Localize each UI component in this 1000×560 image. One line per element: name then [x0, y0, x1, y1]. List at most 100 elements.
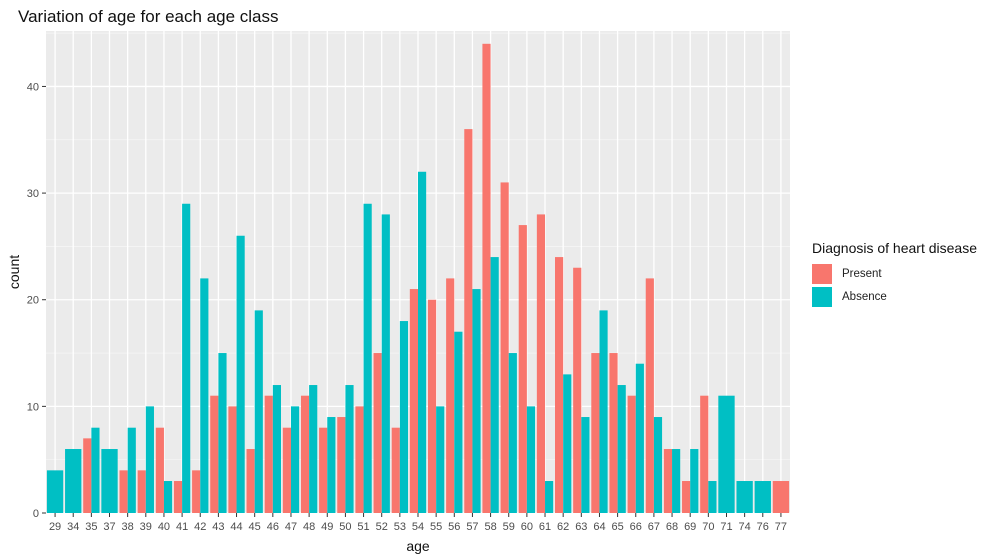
bar-present	[155, 427, 164, 513]
legend-swatch-absence	[812, 286, 832, 307]
bar-present	[300, 395, 310, 513]
legend-title: Diagnosis of heart disease	[812, 240, 977, 256]
x-tick-label: 46	[267, 521, 279, 533]
x-tick-label: 54	[412, 521, 424, 533]
bar-absence	[508, 353, 517, 513]
bar-present	[210, 395, 219, 513]
bar-present	[137, 470, 146, 513]
bar-absence	[708, 481, 717, 513]
bar-present	[573, 267, 582, 513]
bar-absence	[617, 385, 626, 513]
y-axis-label: count	[6, 255, 22, 289]
bar-absence	[381, 214, 390, 513]
bar-absence	[472, 289, 481, 513]
bar-present	[627, 395, 636, 513]
axes: 0 10 20 30 40 29 34 35 37 38 39 40 41 42 43 44 45 46 47 48 4…	[27, 81, 787, 533]
legend-item-absence: Absence	[812, 285, 977, 308]
bar-present	[355, 406, 364, 513]
x-tick-label: 47	[285, 521, 297, 533]
bar-absence	[91, 427, 100, 513]
x-tick-label: 45	[249, 521, 261, 533]
legend-swatch-present	[812, 263, 832, 284]
x-tick-label: 74	[739, 521, 751, 533]
bar-absence	[690, 449, 699, 513]
bar-absence	[309, 385, 318, 513]
bar-absence	[436, 406, 445, 513]
bar-absence	[672, 449, 681, 513]
bar-present	[173, 481, 183, 513]
x-tick-label: 55	[430, 521, 442, 533]
x-tick-label: 34	[67, 521, 79, 533]
bar-absence	[254, 310, 263, 513]
bar-absence	[145, 406, 154, 513]
x-tick-label: 70	[702, 521, 714, 533]
legend-item-present: Present	[812, 262, 977, 285]
bar-absence	[272, 385, 281, 513]
x-tick-label: 76	[757, 521, 769, 533]
legend-label-absence: Absence	[842, 290, 887, 303]
x-tick-label: 64	[593, 521, 605, 533]
bar-absence	[454, 331, 463, 513]
x-tick-label: 58	[484, 521, 496, 533]
bar-absence	[718, 395, 735, 513]
bar-absence	[46, 470, 64, 513]
x-tick-label: 69	[684, 521, 696, 533]
x-tick-label: 59	[503, 521, 515, 533]
bar-present	[337, 417, 346, 513]
bar-absence	[163, 481, 173, 513]
bar-present	[555, 257, 564, 513]
bar-absence	[545, 481, 554, 513]
bar-present	[645, 278, 654, 513]
x-tick-label: 39	[140, 521, 152, 533]
x-tick-label: 52	[376, 521, 388, 533]
x-tick-label: 67	[648, 521, 660, 533]
chart-title: Variation of age for each age class	[18, 7, 279, 26]
bar-present	[319, 427, 328, 513]
bar-absence	[581, 417, 590, 513]
x-tick-label: 49	[321, 521, 333, 533]
bars	[46, 43, 790, 514]
x-tick-label: 51	[357, 521, 369, 533]
x-tick-label: 57	[466, 521, 478, 533]
x-tick-label: 40	[158, 521, 170, 533]
bar-present	[409, 289, 418, 513]
x-tick-label: 41	[176, 521, 188, 533]
bar-absence	[65, 449, 82, 513]
x-tick-label: 42	[194, 521, 206, 533]
bar-absence	[236, 235, 245, 514]
bar-absence	[345, 385, 354, 513]
bar-present	[682, 481, 691, 513]
legend: Diagnosis of heart disease Present Absen…	[812, 240, 977, 308]
x-tick-label: 66	[630, 521, 642, 533]
bar-present	[391, 427, 400, 513]
bar-absence	[399, 321, 409, 513]
bar-present	[282, 427, 291, 513]
y-tick-label: 20	[27, 295, 39, 307]
x-tick-label: 53	[394, 521, 406, 533]
bar-absence	[526, 406, 536, 513]
bar-present	[246, 449, 255, 513]
bar-present	[264, 395, 273, 513]
bar-present	[192, 470, 201, 513]
x-tick-label: 62	[557, 521, 569, 533]
x-tick-label: 35	[85, 521, 97, 533]
bar-absence	[218, 353, 227, 513]
bar-present	[591, 353, 600, 513]
x-tick-label: 71	[720, 521, 732, 533]
bar-present	[482, 43, 491, 514]
x-tick-label: 56	[448, 521, 460, 533]
x-tick-label: 63	[575, 521, 587, 533]
bar-absence	[290, 406, 300, 513]
bar-absence	[418, 171, 427, 514]
bar-present	[518, 225, 527, 513]
bar-absence	[363, 203, 372, 514]
bar-present	[446, 278, 455, 513]
bar-absence	[736, 481, 753, 513]
bar-absence	[327, 417, 336, 513]
bar-present	[373, 353, 382, 513]
bar-absence	[599, 310, 608, 513]
bar-present	[536, 214, 546, 513]
x-tick-label: 68	[666, 521, 678, 533]
bar-present	[609, 353, 618, 513]
